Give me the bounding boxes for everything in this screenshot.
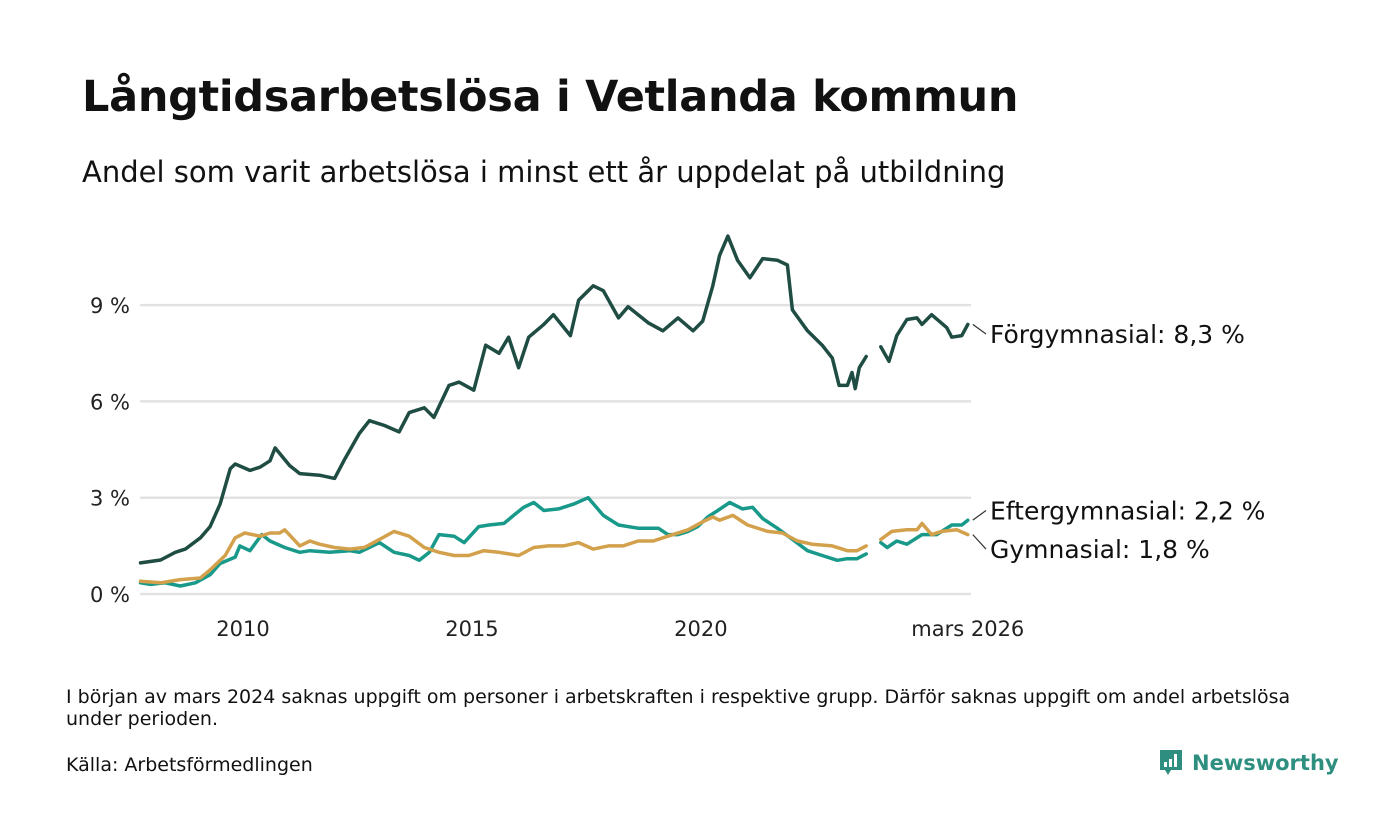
- brand-name: Newsworthy: [1192, 751, 1339, 775]
- x-tick-label: 2015: [445, 617, 498, 641]
- series-end-label: Förgymnasial: 8,3 %: [990, 320, 1245, 349]
- label-leader-line: [972, 510, 987, 521]
- y-tick-label: 3 %: [90, 487, 130, 511]
- footnote: I början av mars 2024 saknas uppgift om …: [66, 686, 1291, 730]
- source-text: Källa: Arbetsförmedlingen: [66, 754, 313, 776]
- y-tick-label: 6 %: [90, 390, 130, 414]
- x-tick-label: 2020: [674, 617, 727, 641]
- x-tick-label: mars 2026: [911, 617, 1024, 641]
- chart-subtitle: Andel som varit arbetslösa i minst ett å…: [82, 155, 1006, 189]
- series-line-förgymnasial: [138, 234, 970, 565]
- newsworthy-logo-icon: [1160, 750, 1182, 775]
- series-end-label: Eftergymnasial: 2,2 %: [990, 497, 1265, 526]
- y-tick-label: 9 %: [90, 294, 130, 318]
- series-line-eftergymnasial: [138, 495, 970, 588]
- series-end-label: Gymnasial: 1,8 %: [990, 535, 1210, 564]
- x-tick-label: 2010: [216, 617, 269, 641]
- series-line-gymnasial: [138, 513, 970, 585]
- y-tick-label: 0 %: [90, 583, 130, 607]
- newsworthy-logo: Newsworthy: [1158, 748, 1339, 778]
- label-leader-line: [972, 534, 987, 550]
- chart-title: Långtidsarbetslösa i Vetlanda kommun: [82, 72, 1019, 122]
- label-leader-line: [972, 323, 987, 335]
